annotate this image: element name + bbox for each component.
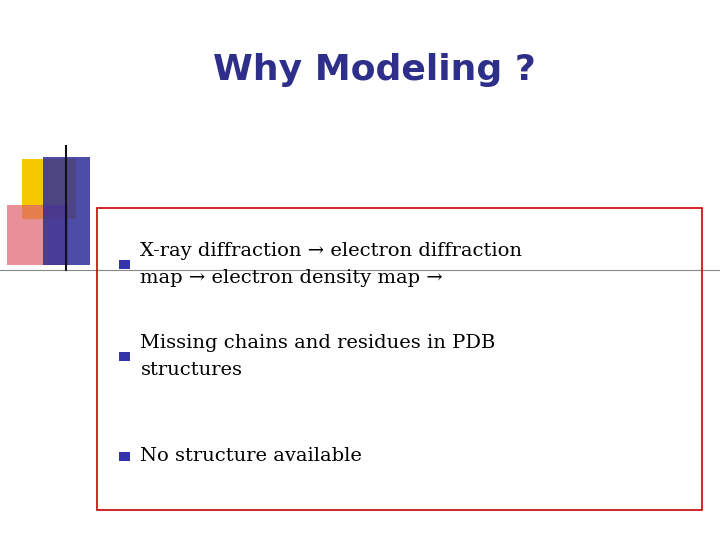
Bar [43, 157, 90, 265]
Bar [7, 205, 68, 265]
Bar [22, 159, 76, 219]
Text: Missing chains and residues in PDB
structures: Missing chains and residues in PDB struc… [140, 334, 496, 379]
Bar [119, 352, 130, 361]
Bar [97, 208, 702, 510]
Text: No structure available: No structure available [140, 447, 362, 465]
Bar [119, 260, 130, 269]
Text: X-ray diffraction → electron diffraction
map → electron density map →: X-ray diffraction → electron diffraction… [140, 242, 523, 287]
Text: Why Modeling ?: Why Modeling ? [213, 53, 536, 87]
Bar [119, 452, 130, 461]
